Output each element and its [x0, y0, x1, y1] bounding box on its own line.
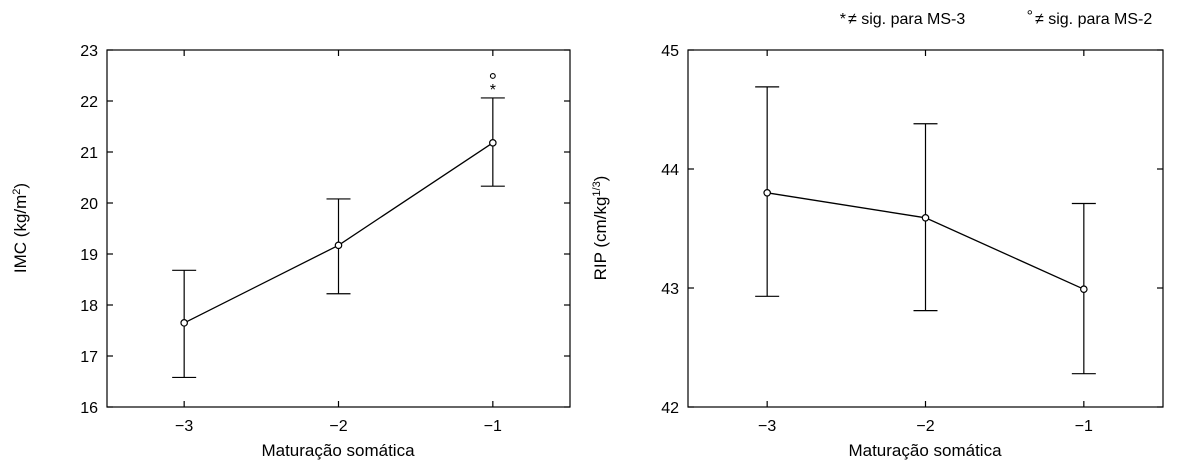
- x-tick-labels: −3 −2 −1: [175, 418, 502, 435]
- y-axis-title-main: RIP (cm/kg: [591, 197, 610, 281]
- y-tick-label: 42: [661, 400, 679, 417]
- x-tick-label: −3: [175, 418, 193, 435]
- y-tick-labels: 16 17 18 19 20 21 22 23: [80, 43, 98, 417]
- y-tick-label: 21: [80, 145, 98, 162]
- circle-significance-mark: [490, 74, 495, 79]
- star-symbol: *: [840, 11, 846, 28]
- x-axis-title: Maturação somática: [261, 441, 415, 460]
- y-tick-label: 20: [80, 196, 98, 213]
- y-tick-label: 19: [80, 247, 98, 264]
- data-point: [490, 140, 496, 146]
- data-point: [764, 190, 770, 196]
- data-point: [1081, 286, 1087, 292]
- y-tick-label: 16: [80, 400, 98, 417]
- y-axis-title-sup: 1/3: [591, 181, 603, 196]
- y-tick-label: 17: [80, 349, 98, 366]
- y-tick-label: 18: [80, 298, 98, 315]
- circle-note-text: ≠ sig. para MS-2: [1035, 11, 1152, 28]
- y-axis-title-end: ): [591, 176, 610, 182]
- significance-marks: *: [490, 74, 496, 99]
- star-note-text: ≠ sig. para MS-3: [848, 11, 965, 28]
- error-bars: [755, 87, 1096, 374]
- error-bars: [172, 98, 505, 377]
- data-point: [922, 215, 928, 221]
- y-axis-title-end: ): [11, 183, 30, 189]
- data-point: [335, 242, 341, 248]
- x-tick-labels: −3 −2 −1: [758, 418, 1093, 435]
- x-axis-title: Maturação somática: [848, 441, 1002, 460]
- x-tick-label: −2: [329, 418, 347, 435]
- star-significance-mark: *: [490, 82, 496, 99]
- y-tick-label: 23: [80, 43, 98, 60]
- y-tick-label: 45: [661, 43, 679, 60]
- y-tick-label: 22: [80, 94, 98, 111]
- x-tick-label: −1: [484, 418, 502, 435]
- y-axis-title: IMC (kg/m2): [11, 183, 30, 273]
- x-tick-label: −3: [758, 418, 776, 435]
- y-axis-title-main: IMC (kg/m: [11, 195, 30, 273]
- chart-rip: 42 43 44 45 −3 −2 −1 Maturação somática RIP (…: [591, 43, 1163, 460]
- y-tick-labels: 42 43 44 45: [661, 43, 679, 417]
- significance-note: * ≠ sig. para MS-3 ° ≠ sig. para MS-2: [840, 8, 1153, 28]
- y-tick-label: 44: [661, 162, 679, 179]
- circle-symbol: °: [1027, 8, 1033, 25]
- y-tick-label: 43: [661, 281, 679, 298]
- x-tick-label: −2: [916, 418, 934, 435]
- y-axis-title: RIP (cm/kg1/3): [591, 176, 610, 281]
- data-point: [181, 320, 187, 326]
- chart-imc: 16 17 18 19 20 21 22 23 −3 −2 −1 * Maturação somá…: [11, 43, 570, 460]
- x-tick-label: −1: [1075, 418, 1093, 435]
